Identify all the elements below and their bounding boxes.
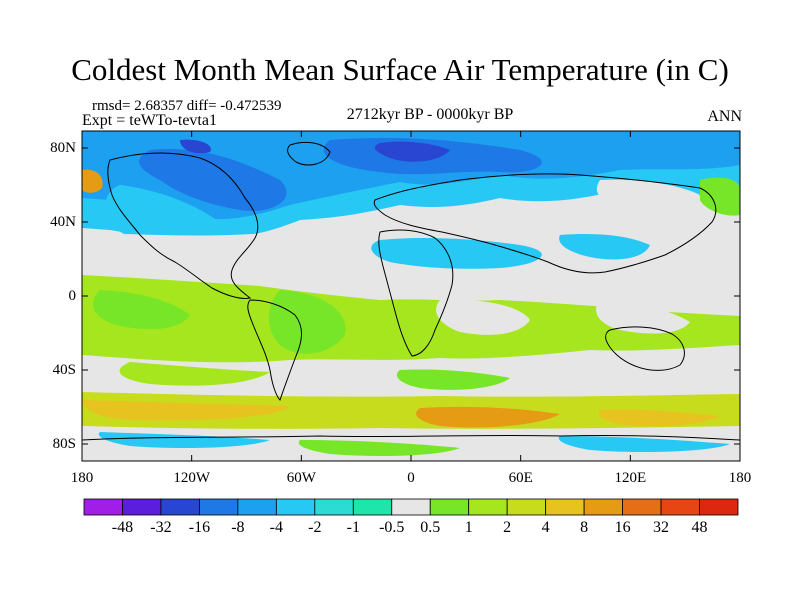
lon-tick-label: 120W	[173, 470, 210, 486]
colorbar-label: -16	[188, 519, 211, 536]
cooling-patch-antarctic-west	[98, 432, 270, 448]
warming-patch-pacific	[92, 290, 190, 330]
season-label: ANN	[707, 108, 742, 125]
colorbar-swatch	[83, 498, 123, 516]
warming-band-tropics	[82, 275, 740, 363]
colorbar-swatch	[468, 498, 508, 516]
warming-patch-southern-pacific	[82, 400, 290, 421]
lon-tick-label: 180	[728, 470, 752, 486]
lat-tick-label: 80N	[50, 140, 76, 156]
colorbar-swatch	[352, 498, 393, 516]
colorbar-swatch	[391, 498, 431, 516]
warming-patch-south-america	[268, 290, 346, 354]
coastlines	[82, 141, 740, 441]
warming-patch-south-atlantic	[396, 369, 510, 390]
colorbar-swatch	[199, 498, 239, 516]
coast-north-america	[107, 152, 259, 299]
colorbar-label: -0.5	[379, 519, 405, 536]
colorbar-label: 0.5	[420, 519, 441, 536]
map-field	[82, 131, 740, 461]
colorbar-label: -4	[269, 519, 283, 536]
lat-tick-label: 40N	[50, 214, 76, 230]
colorbar-swatch	[122, 498, 162, 516]
warming-patch-pacific-north	[82, 169, 103, 193]
colorbar-swatch	[314, 498, 354, 516]
neutral-patch-indian	[436, 299, 530, 335]
neutral-patch-maritime	[596, 300, 690, 334]
colorbar-swatch	[160, 498, 200, 516]
colorbar-label: -8	[231, 519, 245, 536]
colorbar-label: 48	[691, 519, 708, 536]
coast-eurasia	[373, 173, 717, 274]
map-title: Coldest Month Mean Surface Air Temperatu…	[71, 52, 729, 87]
colorbar-swatch	[545, 498, 585, 516]
colorbar-swatch	[699, 498, 739, 516]
cooling-region-asia	[559, 234, 650, 260]
strong-cooling-barents	[374, 141, 450, 162]
coast-south-america	[247, 299, 302, 401]
cooling-region-africa-north	[371, 237, 542, 269]
lon-tick-label: 120E	[614, 470, 647, 486]
coast-antarctica	[82, 434, 740, 441]
warming-band-southern-ocean	[82, 392, 740, 429]
axis-ticks	[81, 131, 741, 461]
lon-tick-label: 60W	[286, 470, 316, 486]
lon-tick-label: 180	[70, 470, 94, 486]
warming-patch-bering	[700, 177, 740, 216]
colorbar-label: -48	[111, 519, 134, 536]
neutral-patch-siberia	[596, 179, 700, 212]
strong-warming-weddell	[416, 406, 560, 428]
coast-australia	[605, 326, 685, 371]
colorbar-label: -32	[150, 519, 172, 536]
stats-line: rmsd= 2.68357 diff= -0.472539	[92, 98, 282, 114]
lat-tick-label: 0	[68, 288, 77, 304]
period-label: 2712kyr BP - 0000kyr BP	[346, 106, 514, 123]
cooling-patch-antarctic-east	[558, 436, 730, 452]
colorbar	[83, 498, 739, 516]
colorbar-swatch	[583, 498, 623, 516]
colorbar-label: 32	[653, 519, 670, 536]
experiment-label: Expt = teWTo-tevta1	[82, 112, 217, 129]
colorbar-swatch	[275, 498, 316, 516]
coast-greenland	[287, 141, 331, 166]
colorbar-swatch	[429, 498, 470, 516]
colorbar-label: -2	[308, 519, 322, 536]
strong-cooling-canada	[180, 139, 211, 154]
lon-tick-label: 0	[407, 470, 415, 486]
colorbar-swatch	[660, 498, 700, 516]
lat-tick-label: 40S	[52, 362, 76, 378]
coast-africa	[378, 229, 454, 357]
warming-patch-antarctic	[298, 440, 460, 456]
colorbar-swatch	[237, 498, 277, 516]
warming-patch-south-pacific	[119, 362, 270, 386]
lon-tick-label: 60E	[508, 470, 533, 486]
colorbar-label: 2	[503, 519, 512, 536]
cooling-region-north-america	[139, 149, 287, 211]
warming-patch-ross	[598, 409, 720, 427]
lat-tick-label: 80S	[52, 436, 76, 452]
colorbar-label: 16	[614, 519, 631, 536]
colorbar-label: 8	[580, 519, 589, 536]
colorbar-swatch	[506, 498, 547, 516]
colorbar-label: -1	[346, 519, 360, 536]
colorbar-label: 1	[464, 519, 473, 536]
colorbar-label: 4	[541, 519, 550, 536]
colorbar-swatch	[622, 498, 662, 516]
neutral-region-antarctica	[82, 426, 740, 461]
